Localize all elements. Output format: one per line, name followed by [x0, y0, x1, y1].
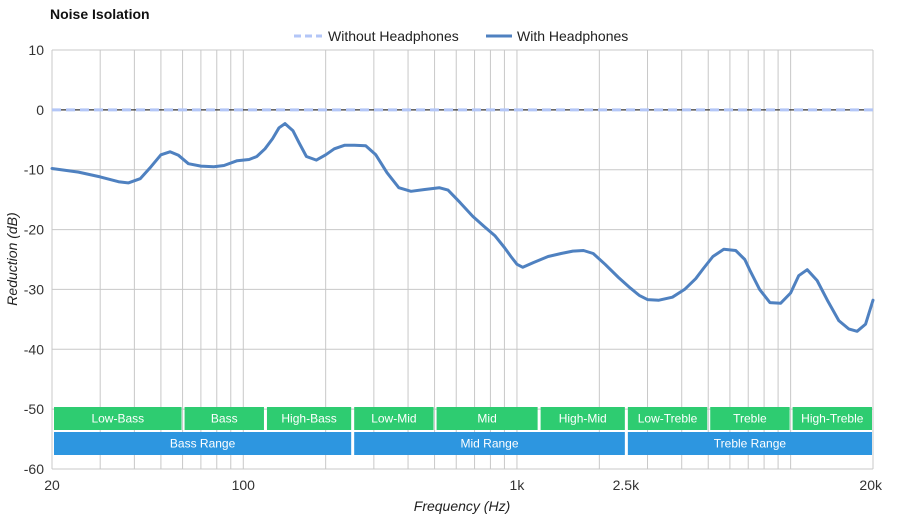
y-tick-label: -40	[24, 341, 44, 357]
range-label: Bass Range	[170, 437, 236, 451]
band-low-bass	[54, 407, 182, 430]
band-label: Mid	[477, 412, 496, 426]
chart-title: Noise Isolation	[50, 6, 150, 22]
legend: Without Headphones With Headphones	[294, 28, 628, 44]
band-high-mid	[540, 407, 625, 430]
x-tick-label: 100	[232, 477, 256, 493]
y-tick-label: -60	[24, 461, 44, 477]
y-tick-label: -10	[24, 162, 44, 178]
band-low-mid	[354, 407, 434, 430]
band-label: Low-Bass	[91, 412, 144, 426]
band-low-treble	[627, 407, 708, 430]
x-axis-label: Frequency (Hz)	[414, 498, 510, 514]
band-label: Bass	[211, 412, 238, 426]
x-tick-label: 2.5k	[613, 477, 640, 493]
y-axis-label: Reduction (dB)	[4, 212, 20, 305]
band-label: Low-Mid	[371, 412, 416, 426]
x-tick-label: 1k	[510, 477, 526, 493]
legend-label-without-headphones: Without Headphones	[328, 28, 459, 44]
band-label: High-Bass	[281, 412, 336, 426]
legend-label-with-headphones: With Headphones	[517, 28, 628, 44]
grid	[51, 49, 874, 470]
x-tick-label: 20	[44, 477, 60, 493]
range-label: Mid Range	[461, 437, 519, 451]
y-tick-label: -30	[24, 281, 44, 297]
x-tick-label: 20k	[859, 477, 883, 493]
y-tick-label: -50	[24, 401, 44, 417]
frequency-bands: Low-Bass Bass High-Bass Low-Mid Mid High-Mid L…	[54, 407, 872, 455]
band-high-treble	[792, 407, 872, 430]
band-bass	[184, 407, 264, 430]
band-mid	[436, 407, 538, 430]
band-label: Treble	[733, 412, 767, 426]
series-line-with-headphones	[50, 122, 875, 333]
band-label: High-Treble	[801, 412, 864, 426]
series-lines	[50, 108, 875, 333]
y-tick-label: -20	[24, 222, 44, 238]
band-label: High-Mid	[559, 412, 607, 426]
band-high-bass	[266, 407, 352, 430]
band-treble	[710, 407, 790, 430]
range-bass-range	[54, 432, 352, 455]
band-label: Low-Treble	[638, 412, 698, 426]
y-tick-label: 10	[28, 42, 44, 58]
range-treble-range	[627, 432, 872, 455]
range-label: Treble Range	[714, 437, 787, 451]
y-tick-label: 0	[36, 102, 44, 118]
range-mid-range	[354, 432, 625, 455]
